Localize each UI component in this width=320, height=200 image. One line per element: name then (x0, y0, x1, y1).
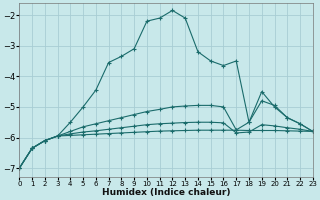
X-axis label: Humidex (Indice chaleur): Humidex (Indice chaleur) (102, 188, 230, 197)
